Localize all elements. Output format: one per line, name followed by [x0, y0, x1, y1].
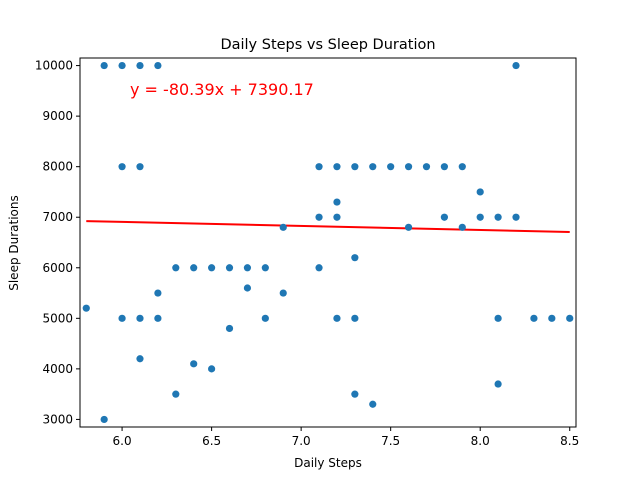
data-point: [261, 264, 269, 272]
x-tick-label: 8.0: [471, 434, 490, 448]
data-point: [243, 284, 252, 292]
data-point: [82, 304, 90, 312]
data-point: [315, 213, 323, 221]
data-point: [279, 289, 287, 297]
y-tick-label: 7000: [42, 210, 73, 224]
x-axis-label: Daily Steps: [294, 456, 362, 470]
data-point: [351, 390, 359, 398]
data-point: [100, 61, 108, 70]
data-point: [172, 264, 180, 272]
data-point: [440, 213, 448, 221]
data-point: [136, 355, 144, 363]
data-point: [476, 213, 484, 221]
y-tick-label: 8000: [42, 160, 73, 174]
data-point: [279, 223, 287, 231]
data-point: [118, 61, 126, 70]
data-point: [225, 324, 234, 333]
data-point: [494, 213, 502, 221]
data-point: [154, 61, 162, 70]
data-point: [404, 223, 413, 231]
chart-title: Daily Steps vs Sleep Duration: [220, 37, 435, 53]
data-point: [548, 314, 556, 322]
data-point: [387, 163, 395, 171]
data-point: [136, 314, 144, 322]
data-point: [118, 163, 126, 171]
data-point: [440, 163, 448, 171]
data-point: [136, 61, 144, 70]
data-point: [333, 213, 341, 221]
data-point: [261, 314, 269, 322]
x-tick-label: 7.5: [381, 434, 400, 448]
data-point: [494, 380, 502, 388]
data-point: [118, 314, 126, 322]
x-tick-label: 6.0: [113, 434, 132, 448]
data-point: [566, 314, 574, 322]
y-tick-label: 4000: [42, 362, 73, 376]
data-point: [315, 163, 323, 171]
x-tick-label: 7.0: [292, 434, 311, 448]
x-tick-label: 6.5: [202, 434, 221, 448]
data-point: [190, 264, 198, 272]
data-point: [369, 400, 377, 408]
data-point: [404, 163, 413, 171]
data-point: [315, 264, 323, 272]
data-point: [333, 163, 341, 171]
data-point: [154, 289, 162, 297]
data-point: [351, 163, 359, 171]
data-point: [512, 213, 520, 221]
data-point: [333, 198, 341, 206]
data-point: [351, 314, 359, 322]
y-tick-label: 5000: [42, 311, 73, 325]
x-axis: 6.0 6.5 7.0 7.5 8.0 8.5: [113, 427, 579, 448]
plot-area: [82, 61, 574, 424]
data-point: [225, 264, 234, 272]
data-point: [422, 163, 431, 171]
data-point: [136, 163, 144, 171]
data-point: [208, 264, 216, 272]
data-point: [512, 61, 520, 70]
data-point: [190, 360, 198, 368]
data-point: [154, 314, 162, 322]
data-point: [530, 314, 538, 322]
y-tick-label: 6000: [42, 261, 73, 275]
y-tick-label: 3000: [42, 412, 73, 426]
data-point: [369, 163, 377, 171]
data-point: [458, 163, 466, 171]
regression-equation: y = -80.39x + 7390.17: [130, 80, 314, 99]
y-axis: 3000 4000 5000 6000 7000 8000 9000 10000: [35, 59, 80, 426]
axes-frame: [79, 57, 577, 428]
data-point: [333, 314, 341, 322]
data-point: [494, 314, 502, 322]
data-point: [208, 365, 216, 373]
data-point: [351, 254, 359, 262]
data-point: [100, 415, 108, 424]
data-point: [476, 188, 484, 196]
data-point: [172, 390, 180, 398]
y-tick-label: 10000: [35, 59, 73, 73]
x-tick-label: 8.5: [560, 434, 579, 448]
data-point: [458, 223, 466, 231]
y-axis-label: Sleep Durations: [7, 195, 21, 291]
y-tick-label: 9000: [42, 109, 73, 123]
data-point: [243, 264, 252, 272]
regression-line: [86, 220, 570, 234]
